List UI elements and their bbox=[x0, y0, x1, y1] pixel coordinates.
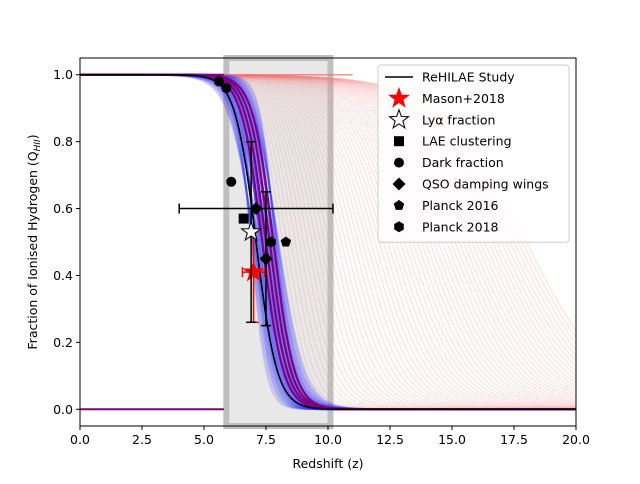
dark-fraction-point bbox=[226, 176, 237, 187]
y-axis-title-close: ) bbox=[25, 134, 40, 139]
legend-swatch-planck-2016 bbox=[393, 199, 405, 210]
x-tick-label: 5.0 bbox=[194, 432, 214, 447]
legend-label-rehilae-study: ReHILAE Study bbox=[422, 70, 515, 85]
observations bbox=[178, 76, 334, 327]
x-tick-label: 17.5 bbox=[500, 432, 528, 447]
x-axis-title: Redshift (z) bbox=[292, 456, 363, 471]
x-tick-label: 12.5 bbox=[376, 432, 404, 447]
legend-swatch-ly-fraction bbox=[388, 108, 410, 130]
x-tick-label: 15.0 bbox=[438, 432, 466, 447]
model-curves bbox=[80, 73, 576, 411]
y-axis-title-main: Fraction of Ionised Hydrogen (Q bbox=[25, 151, 40, 349]
legend-swatch-qso-damping-wings bbox=[392, 177, 406, 191]
dark-fraction-point bbox=[221, 83, 232, 94]
y-tick-label: 0.6 bbox=[53, 201, 73, 216]
x-tick-label: 0.0 bbox=[70, 432, 90, 447]
legend-label-lae-clustering: LAE clustering bbox=[422, 134, 512, 149]
y-tick-label: 1.0 bbox=[53, 67, 73, 82]
y-axis-title: Fraction of Ionised Hydrogen (QHII) bbox=[25, 134, 43, 349]
legend-label-qso-damping-wings: QSO damping wings bbox=[422, 177, 549, 192]
legend-label-mason-2018: Mason+2018 bbox=[422, 91, 505, 106]
dark-fraction-point bbox=[213, 76, 224, 87]
mason-2018-point bbox=[242, 260, 265, 282]
legend-label-dark-fraction: Dark fraction bbox=[422, 155, 504, 170]
legend-swatch-mason-2018 bbox=[388, 86, 410, 108]
y-tick-label: 0.4 bbox=[53, 268, 73, 283]
y-tick-label: 0.0 bbox=[53, 402, 73, 417]
legend-label-ly-fraction: Lyα fraction bbox=[422, 112, 495, 127]
axes: 0.0 2.5 5.0 7.5 10.0 12.5 15.0 17.5 20.0 0.0 0.2 0.… bbox=[53, 57, 590, 447]
legend-swatch-planck-2018 bbox=[394, 221, 404, 233]
y-axis-title-subscript: HII bbox=[33, 139, 43, 151]
legend-swatch-dark-fraction bbox=[394, 157, 404, 168]
legend-box bbox=[377, 64, 570, 243]
x-tick-label: 7.5 bbox=[256, 432, 276, 447]
planck-2016-point bbox=[280, 236, 292, 247]
x-tick-label: 20.0 bbox=[562, 432, 590, 447]
legend-swatch-lae-clustering bbox=[394, 136, 404, 147]
y-tick-label: 0.8 bbox=[53, 134, 73, 149]
qso-damping-wings-point bbox=[249, 202, 263, 216]
rehilae-curve bbox=[80, 73, 576, 411]
legend-label-planck-2016: Planck 2016 bbox=[422, 198, 499, 213]
x-tick-label: 10.0 bbox=[314, 432, 342, 447]
x-tick-label: 2.5 bbox=[132, 432, 152, 447]
y-tick-label: 0.2 bbox=[53, 335, 73, 350]
planck-2018-point bbox=[266, 236, 276, 248]
qso-damping-wings-point bbox=[259, 252, 273, 266]
legend: ReHILAE Study Mason+2018 Lyα fraction LAE c… bbox=[377, 64, 570, 243]
legend-label-planck-2018: Planck 2018 bbox=[422, 219, 499, 234]
ly-fraction-point bbox=[240, 220, 263, 242]
lae-clustering-point bbox=[238, 213, 249, 224]
